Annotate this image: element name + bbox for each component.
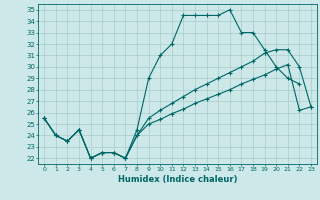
X-axis label: Humidex (Indice chaleur): Humidex (Indice chaleur): [118, 175, 237, 184]
